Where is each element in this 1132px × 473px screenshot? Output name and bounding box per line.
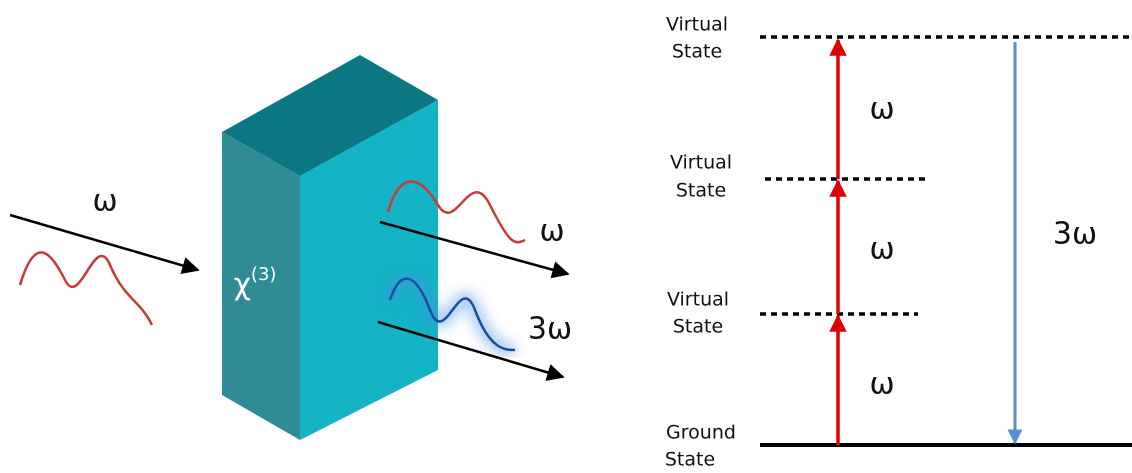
transition-label: ω — [869, 232, 894, 267]
level-label: Virtual — [667, 289, 729, 311]
input-label: ω — [92, 184, 117, 219]
emission-label: 3ω — [1053, 217, 1097, 252]
level-label: State — [673, 316, 723, 338]
level-label: Virtual — [666, 14, 728, 36]
level-label: Virtual — [670, 152, 732, 174]
level-label: State — [665, 449, 715, 471]
transition-label: ω — [869, 92, 894, 127]
output-arrow — [379, 220, 570, 279]
level-label: State — [676, 180, 726, 202]
output-label: 3ω — [528, 312, 572, 347]
output-wave — [386, 180, 526, 244]
level-label: Ground — [666, 422, 736, 444]
input-arrow — [9, 213, 200, 274]
harmonic-wave — [388, 277, 516, 352]
crystal-label: χ(3) — [234, 264, 277, 302]
crystal — [222, 55, 438, 440]
output-label: ω — [539, 214, 564, 249]
level-label: State — [672, 41, 722, 63]
transition-label: ω — [869, 367, 894, 402]
output-arrow — [377, 320, 565, 381]
input-wave — [18, 251, 154, 326]
